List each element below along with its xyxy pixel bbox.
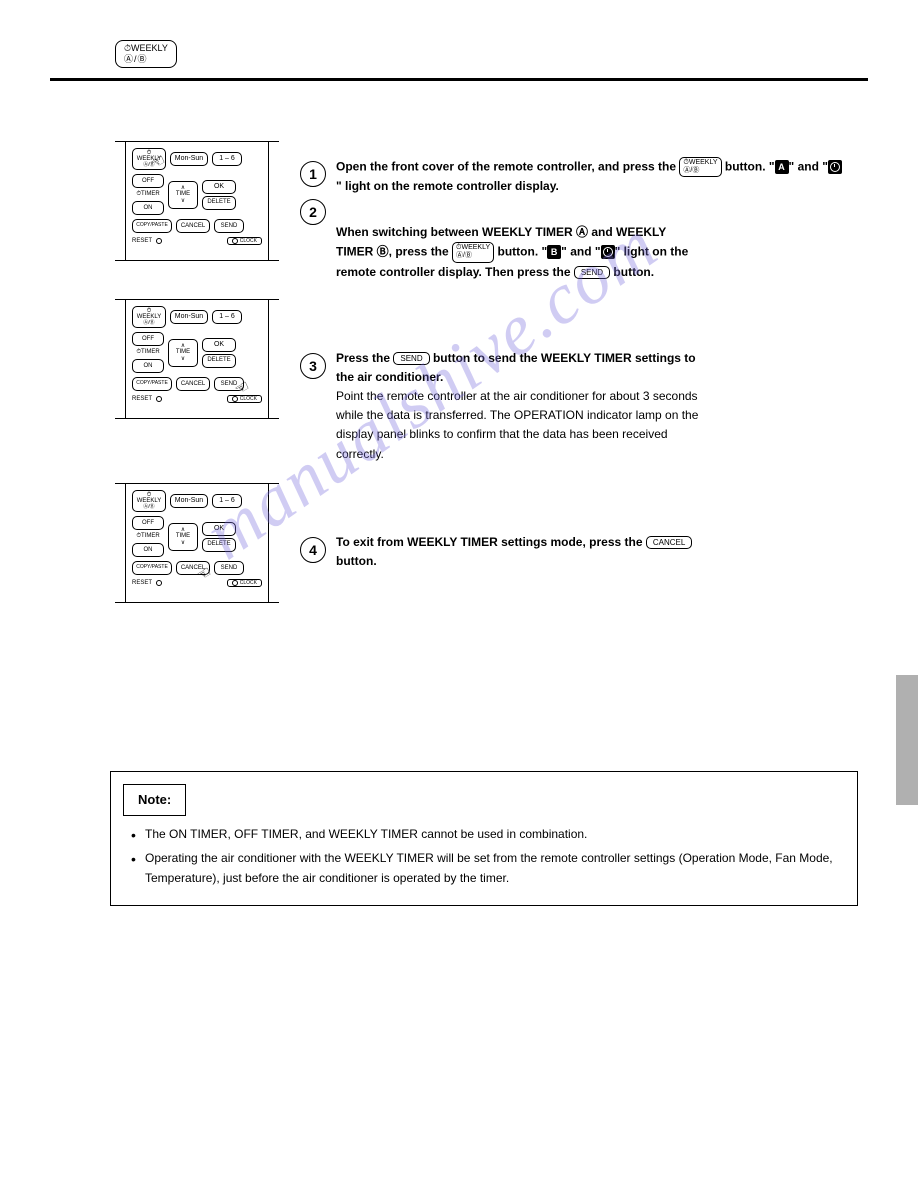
weekly-ab-btn: ⏱WEEKLYⒶ/Ⓑ <box>132 148 166 171</box>
remote-diagram-3: ⏱WEEKLYⒶ/Ⓑ Mon-Sun 1 – 6 OFF ⏱TIMER ON ∧… <box>115 483 279 603</box>
delete-btn: DELETE <box>202 354 236 368</box>
send-btn: SEND <box>214 561 244 575</box>
step-3-text: Press the SEND button to send the WEEKLY… <box>336 349 846 464</box>
remote-diagram-1: ⏱WEEKLYⒶ/Ⓑ Mon-Sun 1 – 6 OFF ⏱TIMER ON ∧… <box>115 141 279 261</box>
timer-label: ⏱TIMER <box>132 532 164 541</box>
remote-inner: ⏱WEEKLYⒶ/Ⓑ Mon-Sun 1 – 6 OFF ⏱TIMER ON ∧… <box>125 142 269 260</box>
clock-btn: CLOCK <box>227 395 262 403</box>
weekly-ab-btn: ⏱WEEKLYⒶ/Ⓑ <box>132 490 166 513</box>
timer-label: ⏱TIMER <box>132 190 164 199</box>
header-btn-line2: Ⓐ/Ⓑ <box>124 54 168 65</box>
reset-row: RESET CLOCK <box>126 235 268 247</box>
clock-icon <box>601 245 615 259</box>
header-rule <box>50 78 868 81</box>
inline-weekly-btn: ⏱WEEKLYⒶ/Ⓑ <box>679 157 721 178</box>
clock-icon <box>828 160 842 174</box>
note-box: Note: The ON TIMER, OFF TIMER, and WEEKL… <box>110 771 858 906</box>
inline-send-btn: SEND <box>393 352 429 366</box>
off-btn: OFF <box>132 516 164 530</box>
remote-diagram-2: ⏱WEEKLYⒶ/Ⓑ Mon-Sun 1 – 6 OFF ⏱TIMER ON ∧… <box>115 299 279 419</box>
send-btn: SEND <box>214 377 244 391</box>
cancel-btn: CANCEL <box>176 377 210 391</box>
step-circle-4: 4 <box>300 537 326 563</box>
time-btn: ∧TIME∨ <box>168 523 198 551</box>
step-circle-3: 3 <box>300 353 326 379</box>
ok-btn: OK <box>202 522 236 536</box>
delete-btn: DELETE <box>202 196 236 210</box>
on-btn: ON <box>132 543 164 557</box>
inline-weekly-btn: ⏱WEEKLYⒶ/Ⓑ <box>452 242 494 263</box>
header-weekly-button: ⏱WEEKLY Ⓐ/Ⓑ <box>115 40 177 68</box>
mon-sun-btn: Mon-Sun <box>170 494 208 508</box>
mon-sun-btn: Mon-Sun <box>170 310 208 324</box>
one-six-btn: 1 – 6 <box>212 152 242 166</box>
header-btn-line1: ⏱WEEKLY <box>124 43 168 54</box>
time-btn: ∧TIME∨ <box>168 181 198 209</box>
clock-btn: CLOCK <box>227 579 262 587</box>
off-btn: OFF <box>132 174 164 188</box>
step-1-text: Open the front cover of the remote contr… <box>336 157 846 197</box>
page-container: ⏱WEEKLY Ⓐ/Ⓑ ⏱WEEKLYⒶ/Ⓑ Mon-Sun 1 – 6 OFF… <box>0 0 918 81</box>
on-btn: ON <box>132 359 164 373</box>
b-icon: B <box>547 245 561 259</box>
timer-label: ⏱TIMER <box>132 348 164 357</box>
ok-btn: OK <box>202 338 236 352</box>
copypaste-btn: COPY/PASTE <box>132 561 172 575</box>
step-circle-1: 1 <box>300 161 326 187</box>
ok-btn: OK <box>202 180 236 194</box>
on-btn: ON <box>132 201 164 215</box>
delete-btn: DELETE <box>202 538 236 552</box>
time-btn: ∧TIME∨ <box>168 339 198 367</box>
one-six-btn: 1 – 6 <box>212 310 242 324</box>
inline-cancel-btn: CANCEL <box>646 536 692 550</box>
send-btn: SEND <box>214 219 244 233</box>
cancel-btn: CANCEL <box>176 561 210 575</box>
inline-send-btn: SEND <box>574 266 610 280</box>
weekly-ab-btn: ⏱WEEKLYⒶ/Ⓑ <box>132 306 166 329</box>
step-circle-2: 2 <box>300 199 326 225</box>
step-2-text: When switching between WEEKLY TIMER Ⓐ an… <box>336 223 856 282</box>
mon-sun-btn: Mon-Sun <box>170 152 208 166</box>
off-btn: OFF <box>132 332 164 346</box>
note-label: Note: <box>123 784 186 816</box>
note-item-2: Operating the air conditioner with the W… <box>131 848 845 889</box>
copypaste-btn: COPY/PASTE <box>132 219 172 233</box>
clock-btn: CLOCK <box>227 237 262 245</box>
side-tab <box>896 675 918 805</box>
one-six-btn: 1 – 6 <box>212 494 242 508</box>
copypaste-btn: COPY/PASTE <box>132 377 172 391</box>
note-item-1: The ON TIMER, OFF TIMER, and WEEKLY TIME… <box>131 824 845 844</box>
cancel-btn: CANCEL <box>176 219 210 233</box>
a-icon: A <box>775 160 789 174</box>
step-4-text: To exit from WEEKLY TIMER settings mode,… <box>336 533 856 571</box>
timer-col: OFF ⏱TIMER ON <box>132 174 164 215</box>
